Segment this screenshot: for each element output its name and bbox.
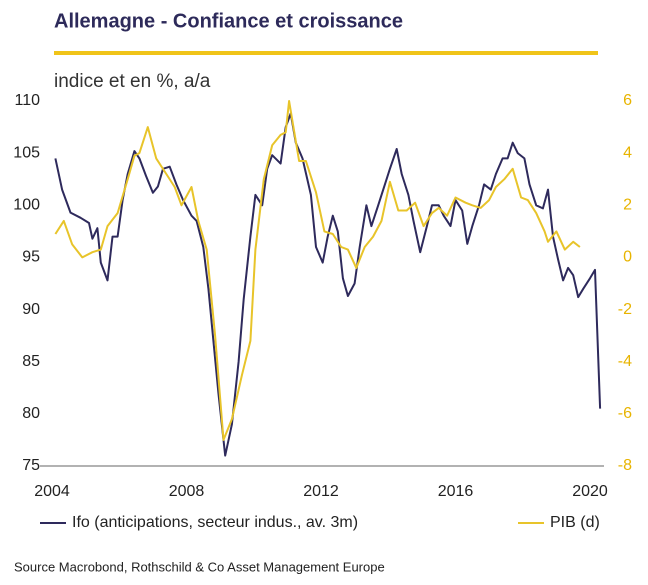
- source: Source Macrobond, Rothschild & Co Asset …: [14, 559, 385, 574]
- series-line: [54, 112, 602, 457]
- y-tick-label: 95: [22, 249, 40, 266]
- y-tick-label: 100: [13, 197, 40, 214]
- x-tick-label: 2016: [438, 483, 474, 500]
- y2-tick-label: 6: [623, 92, 632, 109]
- legend-label: Ifo (anticipations, secteur indus., av. …: [72, 514, 358, 531]
- y2-tick-label: -8: [618, 457, 632, 474]
- y-tick-label: 75: [22, 457, 40, 474]
- y-tick-label: 85: [22, 353, 40, 370]
- y2-tick-label: 2: [623, 197, 632, 214]
- y-tick-label: 105: [13, 144, 40, 161]
- y-tick-label: 80: [22, 405, 40, 422]
- y-tick-label: 90: [22, 301, 40, 318]
- y2-tick-label: 4: [623, 144, 632, 161]
- y-tick-label: 110: [14, 92, 40, 109]
- y2-tick-label: -4: [618, 353, 632, 370]
- series-line: [54, 100, 581, 441]
- chart-title: Allemagne - Confiance et croissance: [54, 10, 403, 32]
- subtitle: indice et en %, a/a: [54, 71, 211, 92]
- x-tick-label: 2004: [34, 483, 70, 500]
- y2-tick-label: 0: [623, 249, 632, 266]
- x-tick-label: 2008: [169, 483, 205, 500]
- legend-label: PIB (d): [550, 514, 600, 531]
- x-tick-label: 2012: [303, 483, 339, 500]
- y2-tick-label: -2: [618, 301, 632, 318]
- x-tick-label: 2020: [572, 483, 608, 500]
- y2-tick-label: -6: [618, 405, 632, 422]
